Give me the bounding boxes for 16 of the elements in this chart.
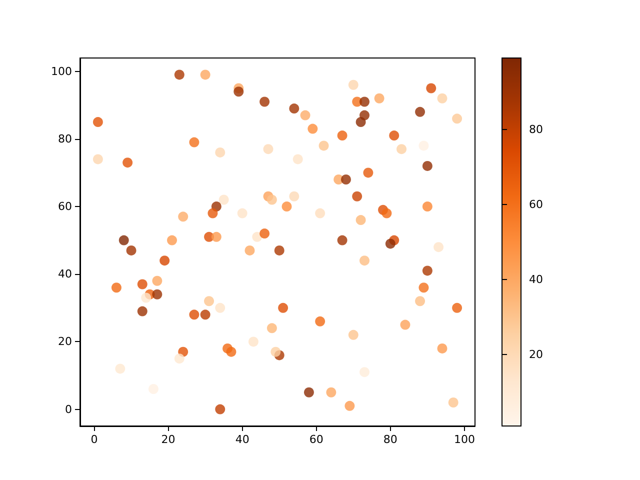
- y-tick-label: 40: [58, 268, 72, 281]
- x-tick-label: 20: [161, 433, 176, 446]
- color-bar-label: 40: [529, 273, 543, 286]
- x-tick-label: 80: [383, 433, 398, 446]
- y-tick-label: 60: [58, 200, 72, 214]
- color-bar-label: 20: [529, 348, 543, 362]
- color-bar-label: 60: [529, 198, 543, 211]
- y-tick-label: 80: [58, 132, 72, 146]
- x-tick-label: 40: [235, 433, 250, 446]
- color-bar-label: 80: [529, 122, 543, 136]
- y-tick-label: 100: [51, 64, 72, 78]
- x-tick-label: 100: [454, 433, 475, 446]
- x-tick-label: 60: [309, 433, 324, 446]
- y-tick-label: 20: [58, 335, 72, 348]
- x-tick-label: 0: [90, 433, 98, 446]
- y-tick-label: 0: [65, 402, 72, 416]
